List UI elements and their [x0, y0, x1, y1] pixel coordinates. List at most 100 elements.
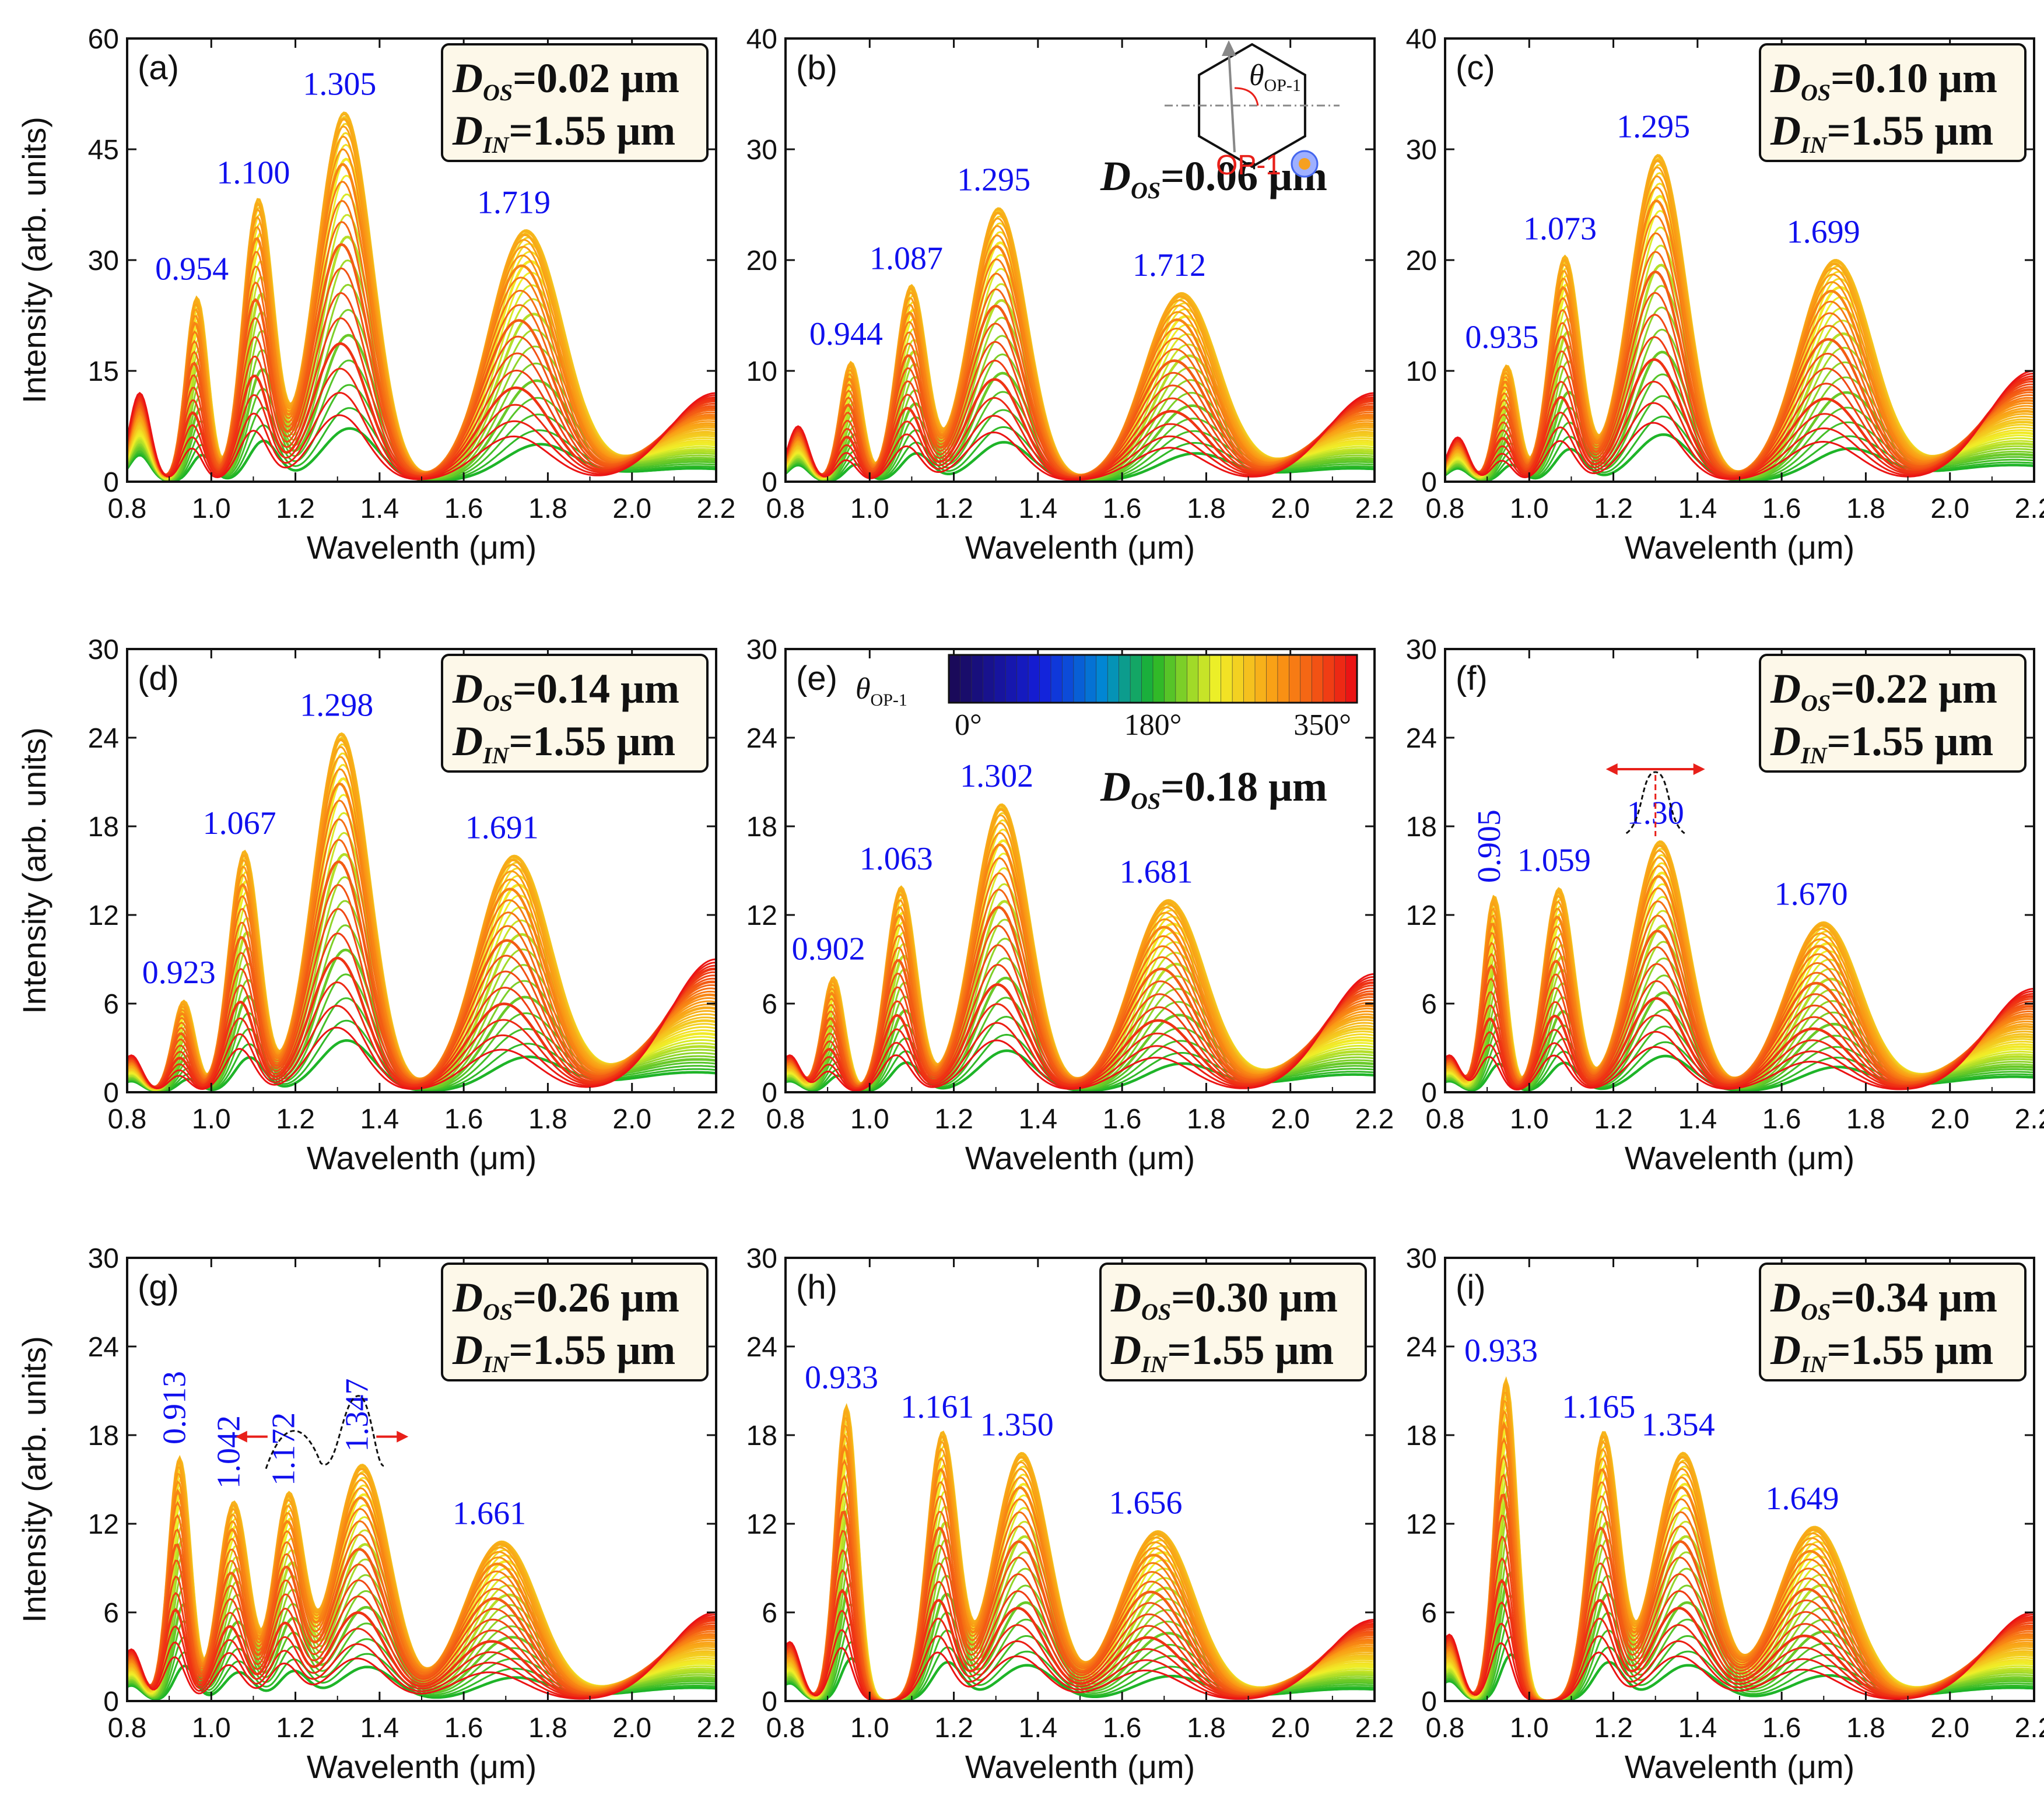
colorbar-swatch	[960, 654, 972, 703]
peak-label: 1.656	[1109, 1485, 1183, 1521]
d-in-label: DIN=1.55 μm	[452, 107, 675, 158]
dashed-peak-outline	[1625, 771, 1685, 834]
colorbar-swatch	[1300, 654, 1313, 703]
peak-label: 1.305	[303, 66, 376, 103]
d-symbol: D	[1100, 153, 1131, 199]
x-tick-label: 2.0	[1930, 1713, 1969, 1744]
series-line-220	[127, 135, 716, 477]
d-os-label: DOS=0.26 μm	[452, 1274, 679, 1325]
theta-symbol: θ	[1249, 59, 1264, 92]
d-in-label: DIN=1.55 μm	[452, 1327, 675, 1377]
x-tick-label: 1.0	[1510, 1713, 1549, 1744]
series-line-160	[786, 1406, 1375, 1701]
colorbar-swatch	[1050, 654, 1063, 703]
series-line-90	[1445, 244, 2034, 479]
colorbar-swatch	[1005, 654, 1018, 703]
series-line-170	[1445, 155, 2034, 476]
d-symbol: D	[452, 1274, 483, 1321]
op-marker-core	[1299, 158, 1310, 170]
y-tick-label: 0	[762, 1686, 777, 1717]
d-subscript: IN	[1800, 742, 1828, 769]
series-line-170	[127, 733, 716, 1089]
y-tick-label: 12	[746, 900, 777, 931]
series-line-330	[127, 965, 716, 1089]
y-tick-label: 30	[746, 135, 777, 166]
d-subscript: IN	[1800, 132, 1828, 158]
d-symbol: D	[1770, 55, 1801, 101]
d-subscript: OS	[1131, 177, 1161, 204]
y-tick-label: 30	[746, 1243, 777, 1274]
peak-label: 0.933	[1464, 1333, 1538, 1369]
x-tick-label: 2.2	[697, 493, 736, 524]
series-line-140	[127, 752, 716, 1090]
colorbar-swatch	[1345, 654, 1358, 703]
peak-label: 0.933	[805, 1359, 878, 1395]
series-line-80	[1445, 264, 2034, 480]
d-symbol: D	[1770, 107, 1801, 154]
peak-label: 1.042	[211, 1415, 247, 1489]
y-tick-label: 30	[88, 1243, 119, 1274]
peak-label: 1.719	[477, 184, 551, 220]
d-symbol: D	[452, 55, 483, 101]
peak-label: 0.944	[809, 316, 883, 352]
x-tick-label: 1.6	[1762, 1713, 1801, 1744]
peak-label: 1.161	[900, 1389, 974, 1425]
colorbar-swatch	[1062, 654, 1074, 703]
x-tick-label: 1.4	[1678, 1713, 1717, 1744]
series-group	[127, 732, 716, 1092]
x-tick-label: 1.4	[360, 493, 399, 524]
x-tick-label: 2.0	[1271, 1713, 1310, 1744]
peak-label: 1.350	[980, 1407, 1054, 1443]
series-group	[127, 111, 716, 482]
d-subscript: IN	[482, 132, 510, 158]
y-tick-label: 18	[746, 812, 777, 843]
y-tick-label: 0	[762, 1078, 777, 1109]
arrow-head-icon	[1222, 40, 1236, 56]
x-tick-label: 1.8	[528, 1713, 567, 1744]
y-tick-label: 12	[746, 1509, 777, 1540]
colorbar-swatch	[1187, 654, 1199, 703]
y-axis-title: Intensity (arb. units)	[16, 117, 52, 404]
y-tick-label: 30	[88, 634, 119, 665]
peak-label: 0.954	[155, 251, 229, 287]
series-line-180	[127, 111, 716, 478]
d-os-label: DOS=0.34 μm	[1770, 1274, 1997, 1325]
x-tick-label: 1.0	[192, 493, 231, 524]
panel-letter: (e)	[796, 660, 837, 697]
x-tick-label: 2.0	[1271, 493, 1310, 524]
panel-letter: (c)	[1456, 49, 1495, 87]
parameter-box	[441, 43, 709, 162]
colorbar-swatch	[1152, 654, 1165, 703]
y-tick-label: 0	[1421, 467, 1437, 498]
colorbar-swatch	[1266, 654, 1278, 703]
y-tick-label: 45	[88, 135, 119, 166]
series-line-150	[127, 122, 716, 478]
series-line-210	[127, 746, 716, 1089]
d-value: =0.10 μm	[1831, 55, 1997, 101]
rotation-arrow-line	[1228, 50, 1236, 153]
colorbar-swatch	[1141, 654, 1154, 703]
x-axis-title: Wavelenth (μm)	[307, 529, 537, 566]
y-tick-label: 30	[1406, 1243, 1437, 1274]
series-group	[127, 1455, 716, 1701]
theta-subscript: OP-1	[1264, 76, 1301, 95]
panel-h: 0 6 12 18 24 30 0.8 1.0 1.2 1.4 1.6 1.8 2.0 2.2 Wavele…	[746, 1243, 1394, 1785]
x-axis-title: Wavelenth (μm)	[307, 1748, 537, 1785]
series-line-320	[127, 956, 716, 1089]
d-symbol: D	[452, 665, 483, 712]
x-tick-label: 1.4	[360, 1713, 399, 1744]
peak-label: 1.661	[453, 1495, 526, 1531]
series-line-160	[127, 736, 716, 1090]
x-tick-label: 2.0	[612, 493, 651, 524]
colorbar-swatch	[1107, 654, 1120, 703]
parameter-box	[1759, 1263, 2027, 1381]
peak-label: 1.670	[1775, 876, 1848, 913]
d-in-label: DIN=1.55 μm	[1770, 1327, 1993, 1377]
series-line-260	[127, 818, 716, 1088]
y-tick-label: 24	[746, 723, 777, 754]
x-tick-label: 2.2	[2015, 1104, 2044, 1135]
x-tick-label: 0.8	[1426, 1713, 1465, 1744]
colorbar-swatch	[994, 654, 1007, 703]
y-tick-label: 24	[1406, 1332, 1437, 1363]
